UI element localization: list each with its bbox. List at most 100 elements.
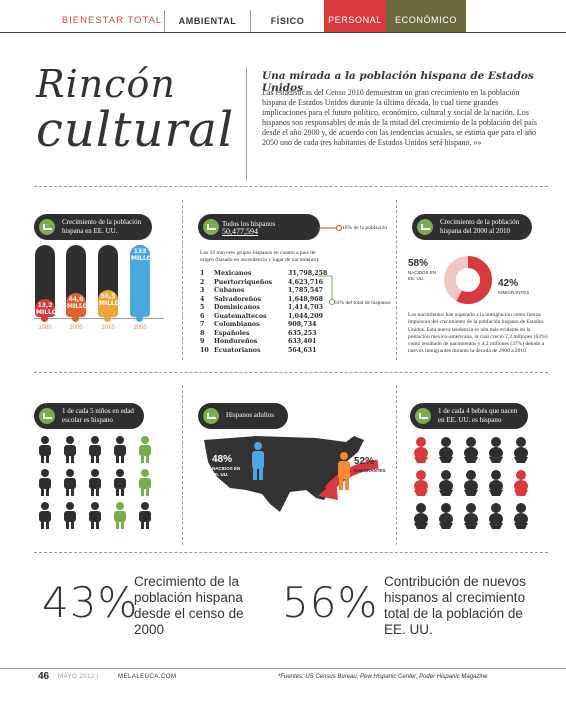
origin-row: 9 Hondureños 633,401 bbox=[200, 338, 370, 347]
page-title-line2: cultural bbox=[36, 102, 235, 158]
divider bbox=[34, 552, 548, 553]
origin-country: Hondureños bbox=[214, 338, 258, 345]
divider bbox=[182, 385, 183, 545]
babies-badge: 1 de cada 4 bebés que nacen en EE. UU. e… bbox=[410, 403, 528, 429]
origin-country: Dominicanos bbox=[214, 304, 260, 311]
site-url[interactable]: MELALEUCA.COM bbox=[118, 674, 177, 680]
child-icon bbox=[64, 436, 76, 463]
baby-icon bbox=[489, 470, 503, 496]
timeline-dot bbox=[41, 315, 48, 322]
child-icon bbox=[139, 436, 151, 463]
child-icon bbox=[39, 469, 51, 496]
since2000-text: Los nacimientos han superado a la inmigr… bbox=[408, 312, 548, 355]
timeline-axis bbox=[34, 318, 164, 319]
baby-icon bbox=[464, 470, 478, 496]
footer-divider bbox=[0, 668, 566, 669]
child-icon bbox=[64, 469, 76, 496]
baby-icon bbox=[489, 503, 503, 529]
chart-up-icon bbox=[39, 219, 55, 235]
origin-rank: 1 bbox=[200, 270, 205, 277]
growth-badge: Crecimiento de la población hispana en E… bbox=[34, 214, 152, 240]
tab-fisico[interactable]: FÍSICO bbox=[250, 10, 324, 32]
origin-row: 2 Puertorriqueños 4,623,716 bbox=[200, 279, 370, 288]
child-icon bbox=[114, 502, 126, 529]
issue-date: MAYO 2012 | bbox=[58, 674, 99, 680]
baby-icon bbox=[414, 503, 428, 529]
origin-rank: 2 bbox=[200, 278, 205, 286]
origin-value: 1,414,703 bbox=[288, 304, 324, 311]
section-nav: BIENESTAR TOTAL AMBIENTAL FÍSICO PERSONA… bbox=[0, 0, 566, 38]
origin-note: Los 10 mayores grupos hispanos en cuanto… bbox=[200, 250, 320, 263]
tab-ambiental[interactable]: AMBIENTAL bbox=[164, 10, 250, 32]
connector-dot bbox=[329, 299, 335, 305]
bar-fill bbox=[35, 299, 55, 317]
origin-rank: 9 bbox=[200, 338, 205, 345]
origin-row: 6 Guatemaltecos 1,044,209 bbox=[200, 313, 370, 322]
donut-chart bbox=[444, 256, 492, 304]
immigrants-label: INMIGRANTES bbox=[498, 290, 530, 295]
bar-2050: 133 MILLONES bbox=[130, 245, 165, 317]
origin-value: 1,044,209 bbox=[288, 312, 324, 320]
origin-rank: 7 bbox=[200, 321, 205, 328]
chart-up-icon bbox=[415, 408, 431, 424]
year-label: 2000 bbox=[69, 325, 83, 331]
tab-bienestar-total[interactable]: BIENESTAR TOTAL bbox=[61, 15, 163, 26]
connector-dot bbox=[336, 225, 342, 231]
origin-rank: 10 bbox=[200, 346, 209, 354]
tab-economico[interactable]: ECONÓMICO bbox=[386, 0, 466, 32]
child-icon bbox=[114, 436, 126, 463]
adults-badge-label: Hispanos adultos bbox=[226, 411, 275, 419]
adults-pct-born: 48% bbox=[212, 454, 233, 465]
origin-country: Guatemaltecos bbox=[214, 312, 267, 320]
arrow-head-icon bbox=[318, 480, 338, 500]
children-icon-grid bbox=[39, 436, 151, 529]
total-badge-text: Todos los hispanos 50,477,594 bbox=[222, 220, 275, 236]
origin-row: 5 Dominicanos 1,414,703 bbox=[200, 304, 370, 313]
child-icon bbox=[39, 502, 51, 529]
chart-up-icon bbox=[203, 219, 219, 235]
stat-56-text: Contribución de nuevos hispanos al creci… bbox=[384, 574, 526, 637]
child-icon bbox=[89, 502, 101, 529]
sources-note: *Fuentes: US Census Bureau, Pew Hispanic… bbox=[278, 674, 488, 680]
stat-43-value: 43% bbox=[42, 578, 139, 627]
child-icon bbox=[89, 469, 101, 496]
origin-list: 1 Mexicanos 31,798,258 2 Puertorriqueños 4,62… bbox=[200, 270, 370, 355]
pct-immigrants: 42% bbox=[498, 278, 519, 289]
bar-1980: 13,2 MILLONES bbox=[35, 245, 70, 317]
nav-divider bbox=[0, 32, 566, 33]
child-icon bbox=[139, 502, 151, 529]
donut-arc-born bbox=[444, 256, 492, 304]
child-icon bbox=[64, 502, 76, 529]
adults-born-label: NACIDOS EN EE. UU. bbox=[212, 466, 241, 477]
origin-row: 8 Españoles 635,253 bbox=[200, 330, 370, 339]
origin-value: 4,623,716 bbox=[288, 278, 324, 286]
bar-2000: 44,6 MILLONES bbox=[66, 245, 101, 317]
pct-born: 58% bbox=[408, 258, 429, 269]
chart-up-icon bbox=[39, 408, 55, 424]
chart-up-icon bbox=[417, 219, 433, 235]
baby-icon bbox=[489, 437, 503, 463]
timeline-dot bbox=[104, 315, 111, 322]
chart-up-icon bbox=[203, 408, 219, 424]
origin-value: 635,253 bbox=[288, 329, 317, 337]
tab-personal[interactable]: PERSONAL bbox=[324, 0, 386, 32]
intro-title: Una mirada a la población hispana de Est… bbox=[262, 70, 534, 94]
total-count: 50,477,594 bbox=[222, 227, 258, 236]
origin-row: 10 Ecuatorianos 564,631 bbox=[200, 347, 370, 356]
baby-icon bbox=[464, 437, 478, 463]
child-icon bbox=[139, 469, 151, 496]
baby-icon bbox=[414, 437, 428, 463]
pct-mex-note: 63% del total de hispanos bbox=[334, 300, 391, 306]
person-born-icon bbox=[252, 442, 264, 480]
person-immigrant-icon bbox=[338, 452, 350, 490]
baby-icon bbox=[514, 470, 528, 496]
adults-badge: Hispanos adultos bbox=[198, 403, 288, 429]
intro-text: Las estadísticas del Censo 2010 demuestr… bbox=[262, 88, 538, 147]
since2000-badge: Crecimiento de la población hispana del … bbox=[412, 214, 532, 240]
baby-icon bbox=[514, 437, 528, 463]
babies-icon-grid bbox=[414, 437, 528, 529]
divider bbox=[34, 372, 548, 373]
babies-badge-label: 1 de cada 4 bebés que nacen en EE. UU. e… bbox=[438, 407, 518, 424]
origin-rank: 4 bbox=[200, 295, 205, 303]
origin-country: Puertorriqueños bbox=[214, 278, 273, 286]
